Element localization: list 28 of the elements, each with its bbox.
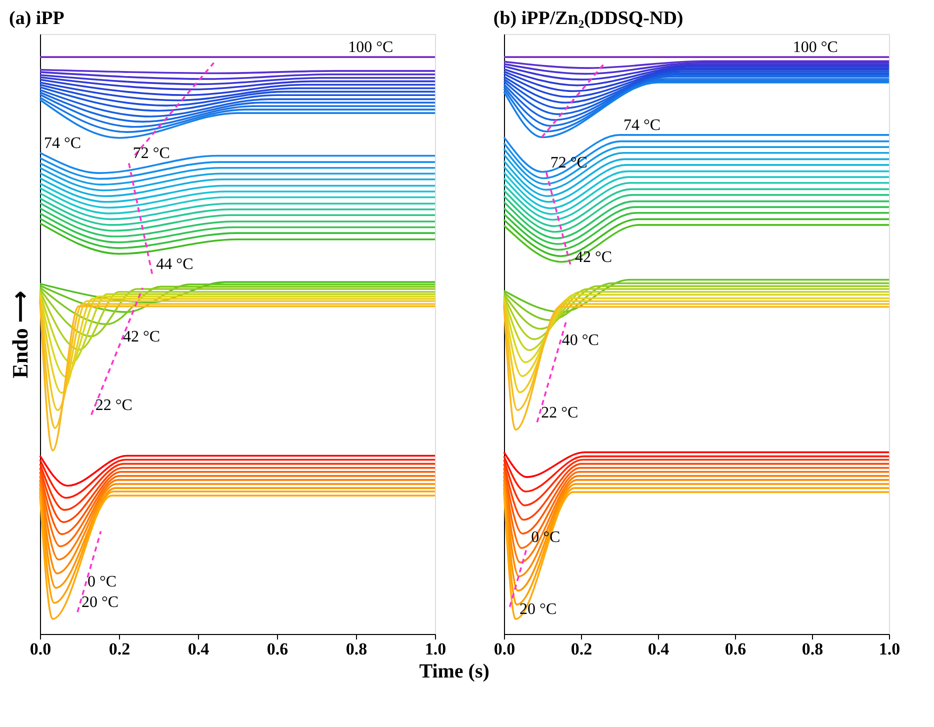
x-tick-label: 0.4: [188, 640, 210, 658]
annotation: 0 °C: [87, 573, 117, 590]
annotation: 72 °C: [132, 145, 170, 162]
annotation: 74 °C: [44, 134, 82, 152]
x-tick-label: 0.0: [30, 640, 52, 658]
x-tick-label: 1.0: [424, 640, 446, 658]
annotation: 74 °C: [624, 116, 661, 134]
annotation: 20 °C: [82, 594, 119, 612]
x-tick-label: 0.6: [724, 640, 746, 658]
x-tick-label: 0.6: [266, 640, 288, 658]
annotation: 44 °C: [156, 256, 194, 273]
x-tick-label: 0.2: [108, 640, 130, 658]
x-tick-label: 0.8: [802, 640, 824, 658]
y-axis-title: Endo ⟶: [8, 290, 32, 378]
chart-title: (b) iPP/Zn₂(DDSQ-ND): [493, 8, 684, 29]
annotation: 42 °C: [123, 328, 160, 346]
x-tick-label: 0.8: [346, 640, 368, 658]
annotation: 40 °C: [562, 332, 599, 350]
x-tick-label: 0.0: [494, 640, 516, 658]
annotation: 100 °C: [792, 39, 838, 56]
annotation: 22 °C: [541, 404, 578, 422]
x-tick-label: 0.2: [570, 640, 592, 658]
x-tick-label: 1.0: [878, 640, 900, 658]
chart-title: (a) iPP: [9, 8, 65, 29]
x-tick-label: 0.4: [648, 640, 670, 658]
annotation: 100 °C: [348, 39, 394, 56]
annotation: 22 °C: [95, 396, 132, 414]
x-axis-title: Time (s): [419, 660, 490, 682]
